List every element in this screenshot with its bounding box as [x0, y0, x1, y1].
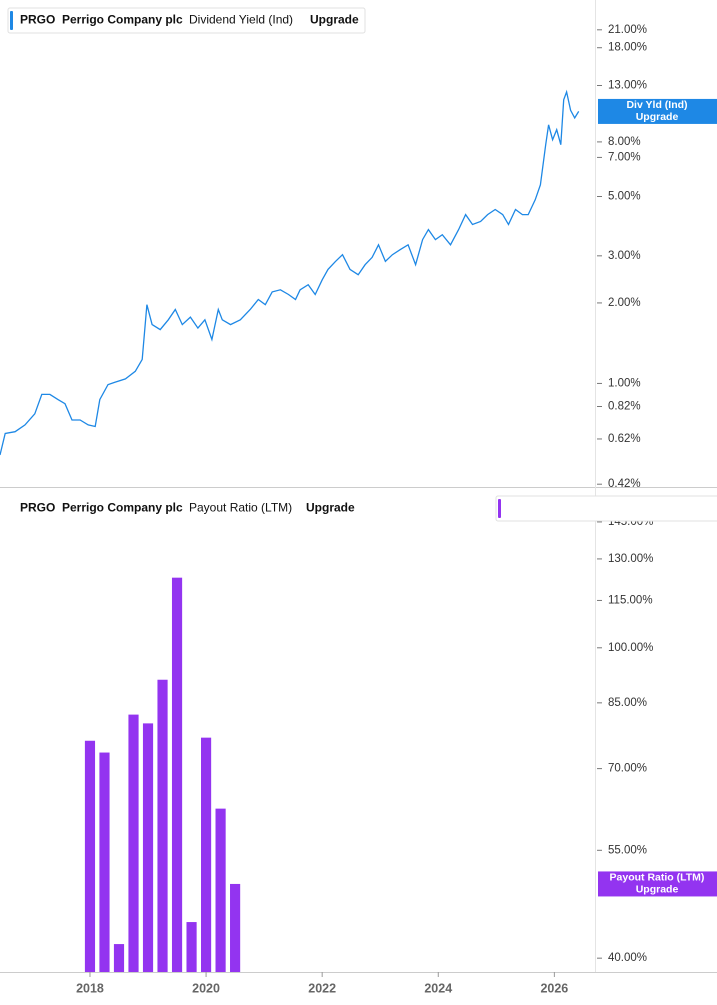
- x-tick-label: 2018: [76, 981, 104, 995]
- y-tick-label: 40.00%: [608, 952, 647, 964]
- badge-action: Upgrade: [636, 884, 679, 896]
- x-tick-label: 2022: [308, 981, 336, 995]
- y-tick-label: 7.00%: [608, 151, 641, 163]
- legend-metric: Payout Ratio (LTM): [189, 501, 292, 515]
- y-tick-label: 8.00%: [608, 136, 641, 148]
- bar: [84, 740, 96, 972]
- legend-swatch: [10, 11, 13, 30]
- legend-swatch: [498, 499, 501, 518]
- bar: [99, 752, 110, 972]
- y-tick-label: 5.00%: [608, 191, 641, 203]
- bar: [230, 883, 241, 972]
- y-tick-label: 100.00%: [608, 642, 653, 654]
- y-tick-label: 2.00%: [608, 297, 641, 309]
- y-tick-label: 13.00%: [608, 80, 647, 92]
- y-tick-label: 21.00%: [608, 24, 647, 36]
- bar: [113, 944, 125, 972]
- bar: [157, 679, 168, 972]
- y-tick-label: 18.00%: [608, 42, 647, 54]
- legend-box: [7, 7, 366, 34]
- legend-metric: Dividend Yield (Ind): [189, 13, 293, 27]
- y-tick-label: 70.00%: [608, 763, 647, 775]
- legend-company: Perrigo Company plc: [62, 13, 183, 27]
- bar: [215, 808, 226, 972]
- legend-company: Perrigo Company plc: [62, 501, 183, 515]
- badge-action: Upgrade: [636, 111, 679, 123]
- bar: [142, 723, 154, 972]
- dividend-yield-line: [0, 89, 580, 456]
- y-tick-label: 3.00%: [608, 250, 641, 262]
- x-tick-label: 2024: [424, 981, 452, 995]
- y-tick-label: 130.00%: [608, 553, 653, 565]
- value-badge: [598, 871, 717, 897]
- legend-upgrade: Upgrade: [306, 501, 355, 515]
- x-tick-label: 2026: [540, 981, 568, 995]
- bar: [200, 737, 212, 972]
- badge-label: Payout Ratio (LTM): [610, 872, 705, 884]
- legend-ticker: PRGO: [20, 501, 55, 515]
- legend-ticker: PRGO: [20, 13, 55, 27]
- legend-box: [495, 495, 717, 522]
- bar: [171, 577, 183, 972]
- y-tick-label: 0.42%: [608, 478, 641, 490]
- y-tick-label: 55.00%: [608, 844, 647, 856]
- bar: [128, 714, 139, 972]
- x-tick-label: 2020: [192, 981, 220, 995]
- bar: [186, 922, 197, 972]
- y-tick-label: 85.00%: [608, 697, 647, 709]
- y-tick-label: 0.82%: [608, 401, 641, 413]
- y-tick-label: 0.62%: [608, 433, 641, 445]
- badge-label: Div Yld (Ind): [626, 99, 687, 111]
- y-tick-label: 1.00%: [608, 377, 641, 389]
- legend-upgrade: Upgrade: [310, 13, 359, 27]
- y-tick-label: 115.00%: [608, 594, 653, 606]
- value-badge: [598, 98, 717, 124]
